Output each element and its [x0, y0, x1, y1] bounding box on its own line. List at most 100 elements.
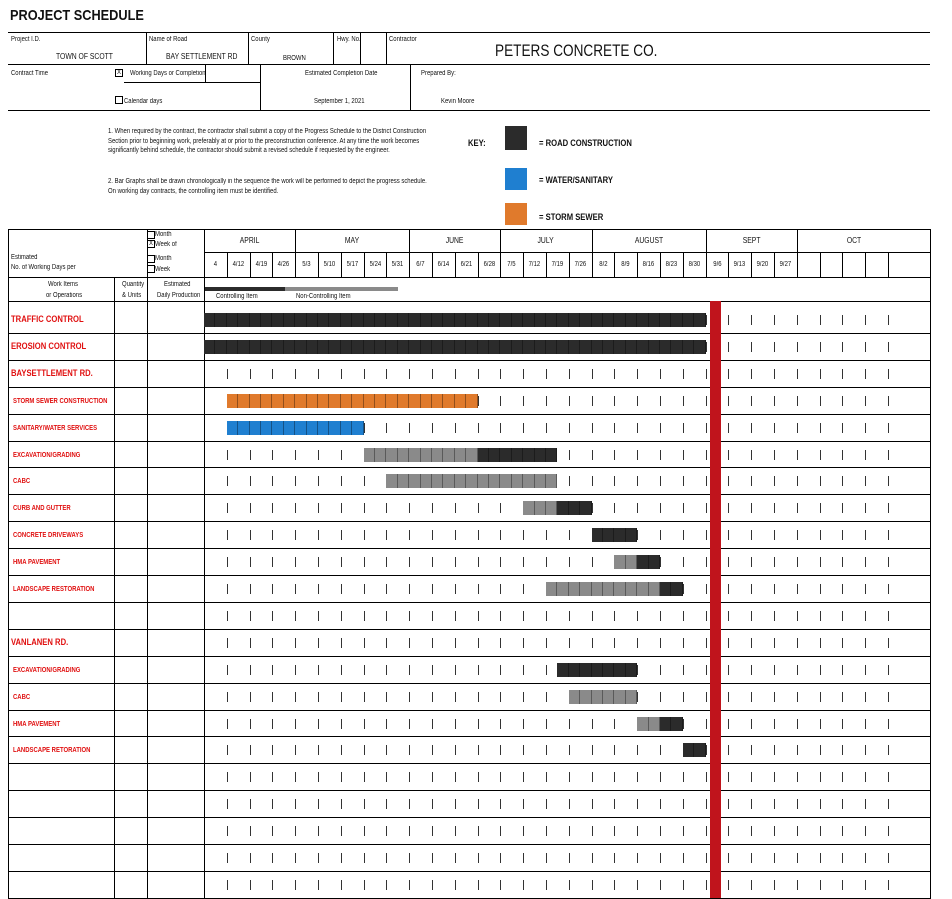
week-tick: [546, 772, 547, 783]
week-tick: [637, 745, 639, 756]
bar-segment: [592, 313, 603, 327]
week-tick: [295, 341, 297, 352]
week-tick: [660, 557, 661, 568]
week-tick: [705, 422, 707, 433]
bar-segment: [284, 420, 296, 435]
month-checkbox[interactable]: [147, 231, 155, 239]
week-tick: [842, 664, 844, 675]
week-tick: [249, 664, 251, 675]
week-tick: [888, 691, 889, 702]
week-tick: [272, 557, 274, 568]
week-tick: [614, 368, 616, 379]
week-tick: [386, 368, 388, 379]
week-tick: [614, 395, 616, 406]
week-tick: [637, 557, 639, 568]
bar-segment: [421, 393, 432, 408]
grid-line: [432, 252, 433, 277]
bar-segment: [386, 393, 398, 408]
bar-segment: [546, 339, 558, 354]
week-tick: [409, 718, 411, 729]
week-tick: [865, 745, 867, 756]
working-days-checkbox[interactable]: X: [115, 69, 123, 77]
bar-segment: [352, 393, 364, 408]
week-tick: [819, 799, 821, 810]
bar-segment: [603, 662, 615, 677]
week-tick: [318, 368, 319, 379]
week-tick: [591, 422, 593, 433]
week-tick: [272, 584, 274, 594]
week-tick: [705, 503, 707, 514]
grid-line: [272, 252, 274, 277]
week-tick: [477, 530, 479, 541]
week-tick: [432, 476, 433, 487]
week-tick: [454, 879, 456, 890]
week-date-label: 6/14: [437, 261, 450, 268]
week-tick: [614, 315, 616, 325]
bar-segment: [295, 339, 307, 354]
week2-checkbox[interactable]: [147, 265, 155, 273]
grid-line: [454, 252, 456, 277]
bar-segment: [466, 474, 478, 489]
week-tick: [477, 422, 479, 433]
bar-segment: [443, 313, 455, 327]
week-tick: [249, 879, 251, 890]
week-date-label: 7/5: [507, 261, 516, 268]
week-tick: [318, 530, 319, 541]
week-tick: [568, 315, 570, 325]
week-tick: [682, 315, 684, 325]
week-tick: [568, 879, 570, 890]
controlling-label: Controlling Item: [216, 293, 258, 300]
week-tick: [454, 476, 456, 487]
week-tick: [888, 395, 889, 406]
week-tick: [888, 476, 889, 487]
week-tick: [386, 476, 388, 487]
week-tick: [340, 557, 342, 568]
bar-segment: [592, 528, 603, 543]
week-tick: [226, 368, 228, 379]
month2-checkbox[interactable]: [147, 255, 155, 263]
week-date-label: 5/17: [346, 261, 358, 268]
bar-segment: [398, 393, 410, 408]
calendar-days-checkbox[interactable]: [115, 96, 123, 104]
month-label-2: JUNE: [445, 236, 464, 245]
week-tick: [340, 745, 342, 756]
week-tick: [386, 503, 388, 514]
week-of-checkbox[interactable]: X: [147, 240, 155, 248]
bar-segment: [455, 447, 467, 462]
week-tick: [842, 745, 844, 756]
week-tick: [386, 691, 388, 702]
grid-line: [8, 709, 931, 711]
week-tick: [500, 422, 502, 433]
week-tick: [796, 691, 798, 702]
bar-segment: [626, 555, 638, 570]
bar-segment: [512, 339, 524, 354]
grid-line: [546, 252, 547, 277]
week-tick: [363, 449, 365, 460]
week-tick: [682, 503, 684, 514]
week-tick: [340, 826, 342, 837]
bar-segment: [250, 420, 261, 435]
week-tick: [637, 422, 639, 433]
week-tick: [705, 584, 707, 594]
week-tick: [842, 772, 844, 783]
week-tick: [318, 610, 319, 621]
week-tick: [774, 395, 775, 406]
week-date-label: 9/20: [756, 261, 769, 268]
bar-segment: [466, 313, 478, 327]
week-tick: [546, 557, 547, 568]
bar-segment: [432, 313, 444, 327]
bar-segment: [375, 313, 387, 327]
week-tick: [888, 584, 889, 594]
week-tick: [272, 395, 274, 406]
bar-segment: [250, 393, 261, 408]
week-tick: [819, 422, 821, 433]
bar-segment: [535, 474, 546, 489]
week-tick: [363, 718, 365, 729]
county-label: County: [251, 36, 270, 43]
bar-segment: [557, 313, 569, 327]
grid-line: [8, 817, 931, 819]
week-tick: [705, 799, 707, 810]
week-tick: [500, 476, 502, 487]
week-tick: [226, 799, 228, 810]
week-tick: [568, 826, 570, 837]
